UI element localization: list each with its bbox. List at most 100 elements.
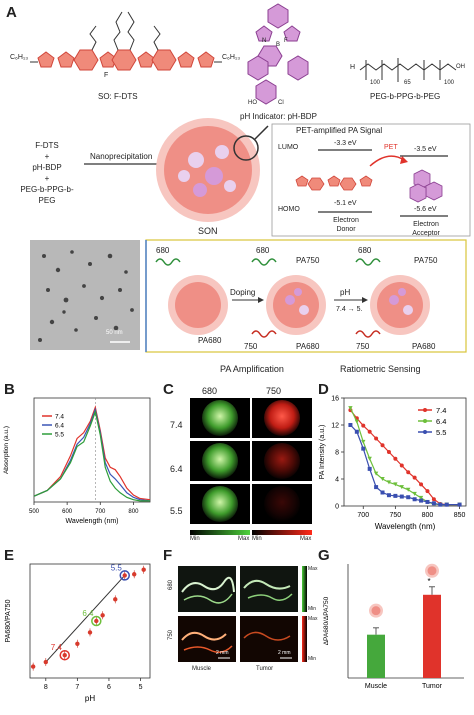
d-point-6.4 [393,482,398,487]
d-ytick-label: 12 [331,423,339,430]
e-xtick-label: 7 [75,684,79,691]
e-highlight-ring [91,615,102,627]
e-fit-line [45,575,126,663]
tem-scale-label: 50 nm [106,330,123,336]
d-point-5.5 [431,501,436,506]
donor-lumo-energy: -3.3 eV [334,140,357,147]
d-point-6.4 [367,456,372,461]
d-point-6.4 [361,439,366,444]
chart-b-absorption: 500 600 700 800 Wavelength (nm) Absorption (a… [3,397,151,525]
wl-750-b: 750 [356,342,370,351]
f-dts-alkyl-chains [30,11,222,63]
pa750-label-a: PA750 [296,256,320,265]
panel-letter-a: A [6,4,17,21]
acceptor-homo-energy: -5.6 eV [414,206,437,213]
e-xtick-label: 6 [107,684,111,691]
e-xtick-label: 8 [44,684,48,691]
d-point-6.4 [380,477,385,481]
pa680-label-b: PA680 [296,342,320,351]
chart-g-tumor-vs-muscle: ΔPA680/ΔPA750 Muscle Tumor * [323,563,464,690]
img-750-ph6-4 [264,443,300,479]
bdp-ho-label: HO [248,100,257,106]
img-tumor-750 [240,616,298,662]
e-highlight-label: 6.4 [82,609,94,618]
img-muscle-680 [178,566,236,612]
d-legend-marker [423,419,427,423]
e-data-point [113,597,118,602]
img-750-ph5-5 [264,486,300,522]
d-point-5.5 [374,485,379,490]
d-point-6.4 [386,480,392,485]
particle-doped-acidic [370,275,430,335]
e-xlabel: pH [85,694,95,703]
red-scale-max: Max [300,536,312,542]
col-680-label: 680 [202,386,218,396]
b-xtick-label: 500 [29,509,40,515]
red-colorbar [252,530,312,535]
panel-a-figure [30,3,471,353]
dts-end-group-left: C₆H₁₃ [10,54,29,61]
d-xtick-label: 800 [422,512,434,519]
img-750-ph7-4 [264,400,300,436]
d-point-6.4 [406,487,411,492]
g-category-label: Muscle [365,683,387,690]
b-series-line-5.5 [33,409,150,502]
bdp-n-label: N [262,38,267,44]
d-point-5.5 [438,502,443,507]
e-data-point [75,641,80,646]
d-point-6.4 [412,491,417,496]
pa-image-grid [190,398,312,524]
acceptor-label-line2: Acceptor [412,230,440,237]
d-xlabel: Wavelength (nm) [375,522,436,531]
energy-levels [318,149,448,217]
caption-ratiometric-sensing: Ratiometric Sensing [340,364,421,374]
row-680-label: 680 [168,579,175,591]
wl-750-a: 750 [244,342,258,351]
peg-sub-3: 100 [444,80,455,86]
d-point-5.5 [419,498,424,503]
lumo-label: LUMO [278,144,299,151]
d-point-5.5 [457,502,462,507]
bdp-caption: pH Indicator: pH-BDP [240,112,317,121]
peg-sub-2: 65 [404,80,411,86]
pa680-label-c: PA680 [412,342,436,351]
wl-680-c: 680 [358,246,372,255]
e-highlight-label: 7.4 [51,643,63,652]
g-category-label: Tumor [422,683,443,690]
acceptor-lumo-energy: -3.5 eV [414,146,437,153]
d-xtick-label: 750 [390,512,402,519]
b-ylabel: Absorption (a.u.) [3,426,10,474]
d-point-7.4 [419,482,424,487]
img-680-ph6-4 [202,443,238,479]
component-4: + [44,174,50,183]
d-legend-label: 6.4 [436,417,446,426]
d-xtick-label: 700 [357,512,369,519]
d-ytick-label: 8 [335,450,339,457]
d-point-5.5 [425,499,430,504]
caption-pa-amplification: PA Amplification [220,364,284,374]
acceptor-label: Electron Acceptor [404,220,448,238]
f-scale-top-2: Max [308,616,318,622]
d-point-7.4 [367,429,372,434]
donor-label-line1: Electron [333,217,359,224]
e-ylabel: PA680/PA750 [5,599,12,642]
wl-680-b: 680 [256,246,270,255]
bdp-b-label: B [276,42,281,48]
pa680-label-a: PA680 [198,336,222,345]
d-point-6.4 [418,495,424,500]
d-point-7.4 [374,436,379,441]
d-xtick-label: 850 [454,512,466,519]
ph-arrow [334,297,368,303]
d-legend-marker [423,408,427,412]
b-xlabel: Wavelength (nm) [65,518,118,525]
pet-arrow [369,155,408,167]
dts-end-group-right: C₆H₁₃ [222,54,241,61]
b-xtick-label: 700 [95,509,106,515]
d-ylabel: PA Intensity (a.u.) [319,425,326,480]
pet-title: PET-amplified PA Signal [296,126,383,135]
component-2: + [44,152,50,161]
son-label: SON [198,226,218,236]
peg-caption: PEG-b-PPG-b-PEG [370,92,441,101]
d-point-6.4 [348,406,353,411]
component-1: F-DTS [35,141,59,150]
